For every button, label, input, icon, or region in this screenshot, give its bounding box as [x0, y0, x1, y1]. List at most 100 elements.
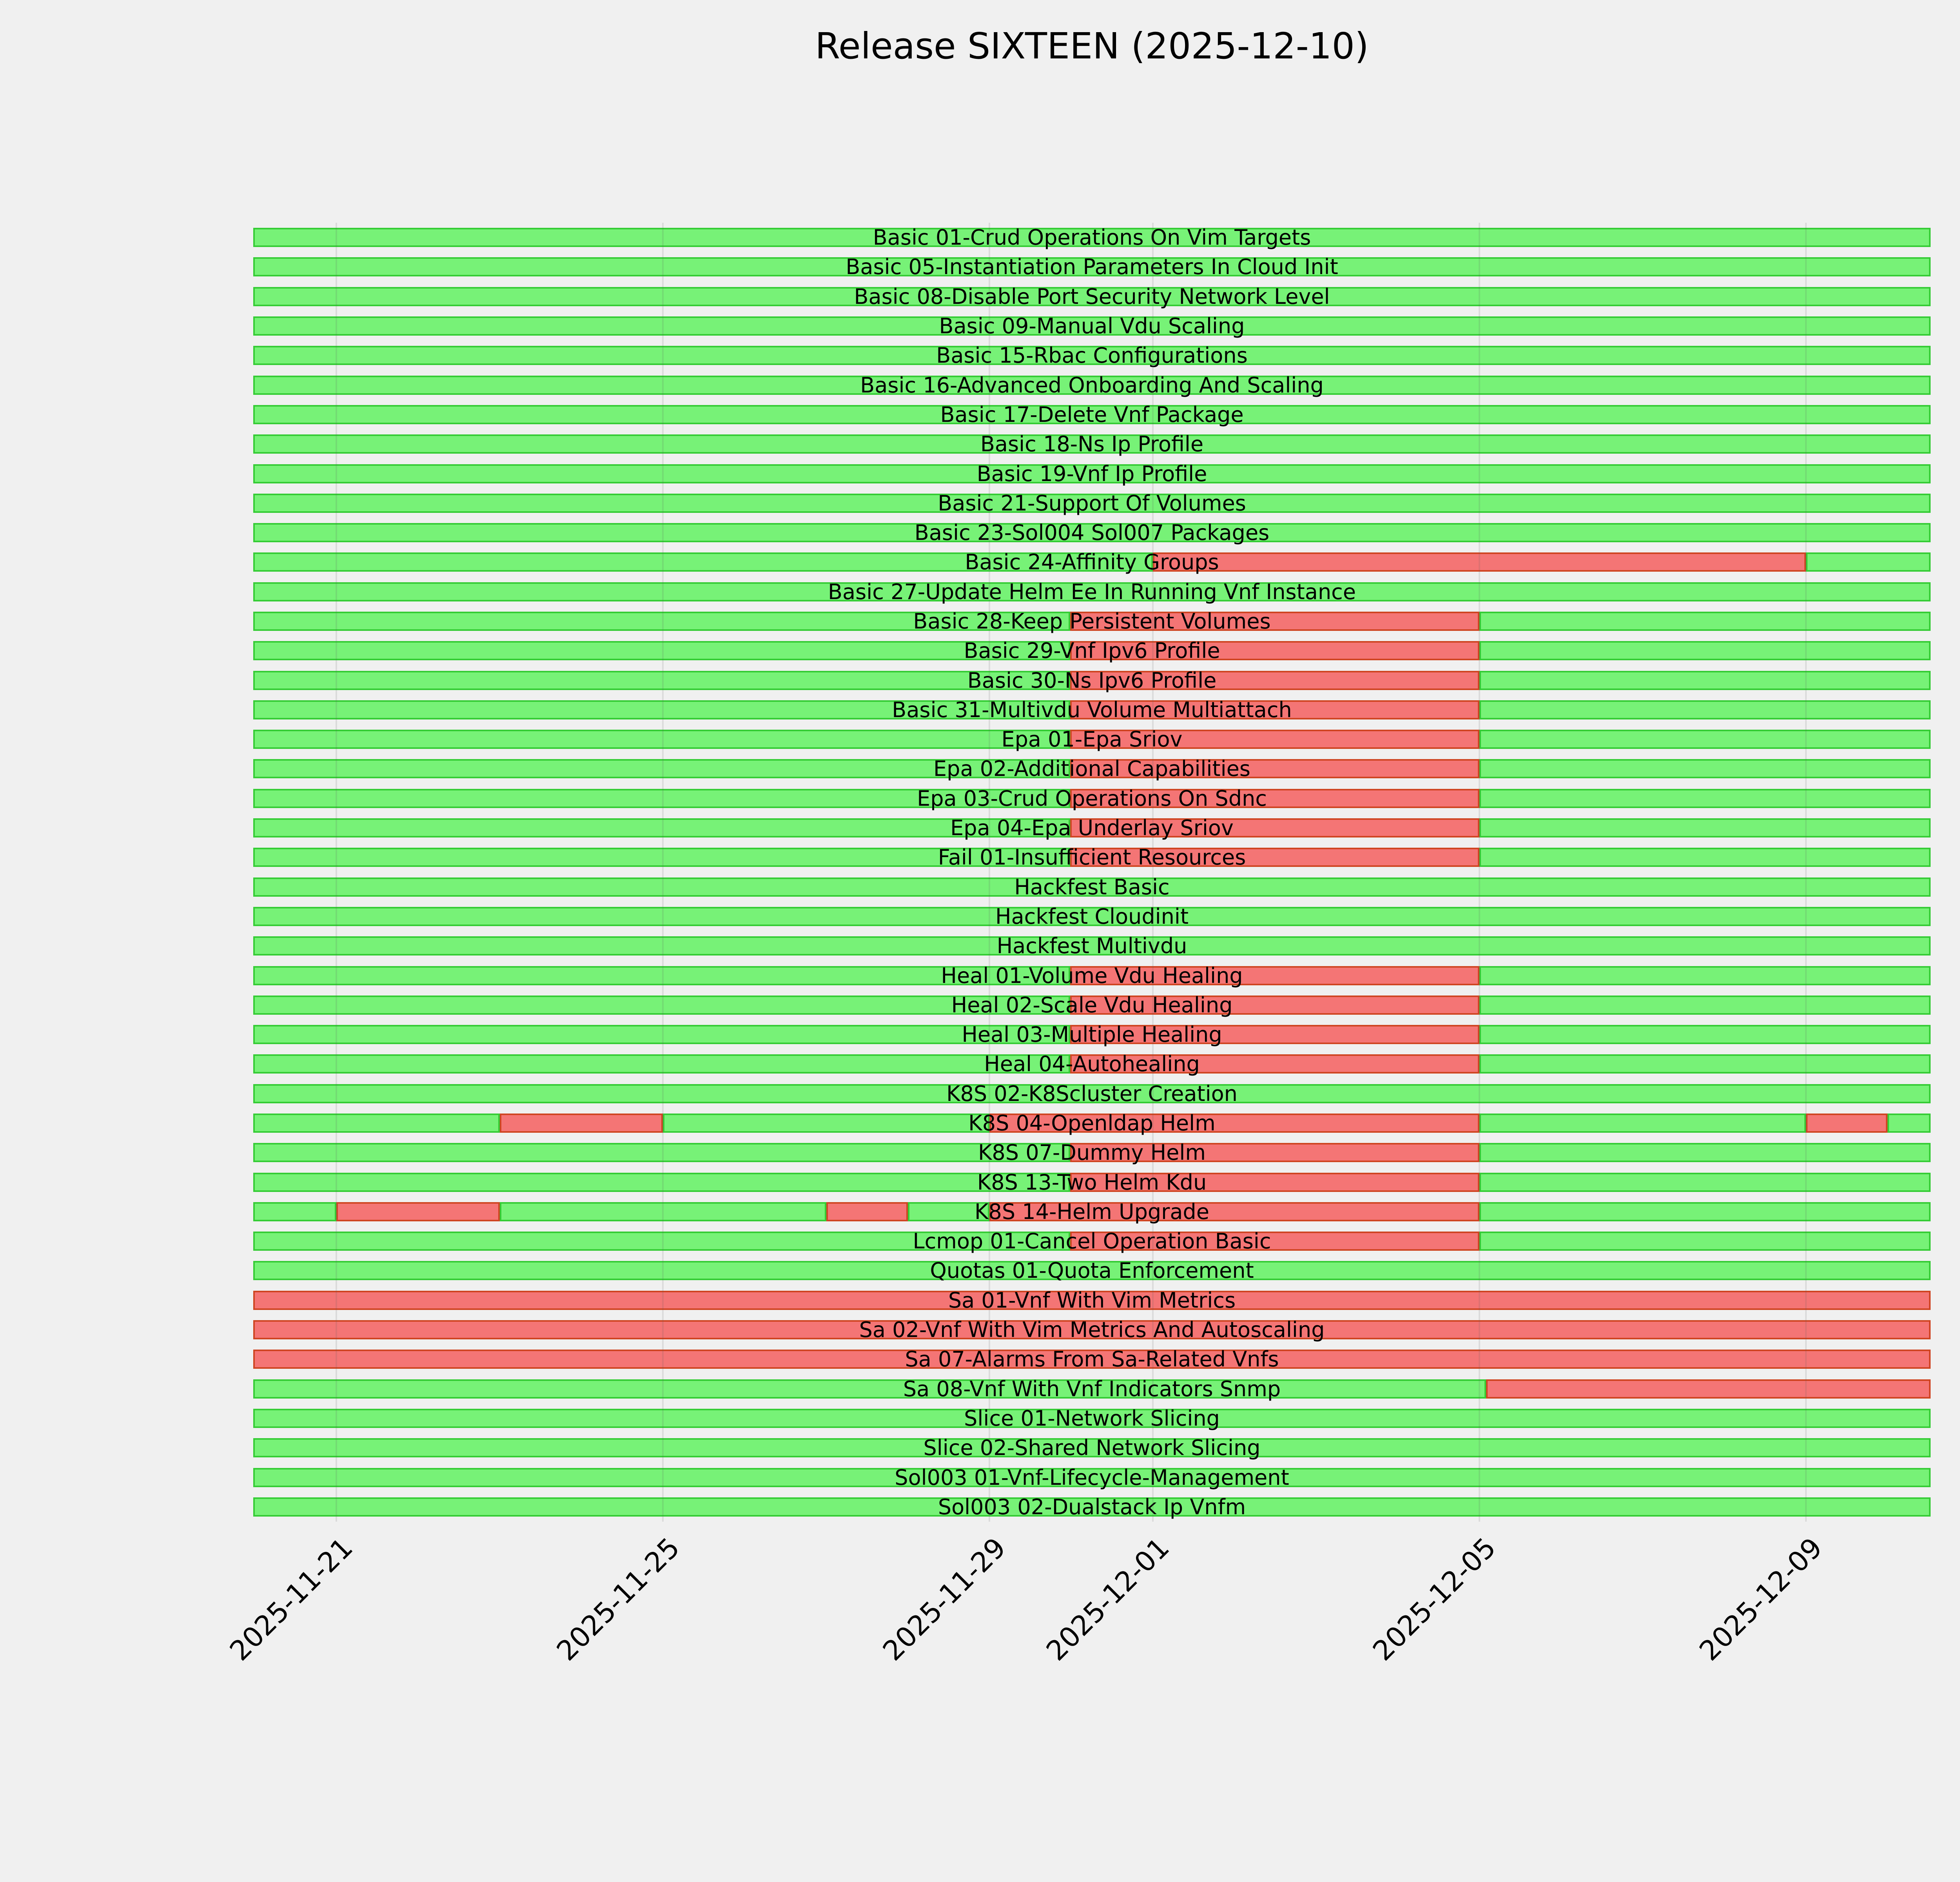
status-segment-pass [253, 464, 1931, 483]
chart-title: Release SIXTEEN (2025-12-10) [815, 25, 1369, 67]
status-segment-pass [253, 493, 1931, 513]
status-segment-pass [253, 523, 1931, 543]
status-segment-fail [1070, 848, 1479, 867]
status-segment-fail [1070, 700, 1479, 719]
status-segment-pass [253, 1438, 1931, 1458]
status-segment-pass [253, 228, 1931, 247]
status-segment-pass [253, 257, 1931, 277]
status-segment-fail [1070, 788, 1479, 808]
x-tick-label: 2025-12-01 [1040, 1531, 1176, 1667]
gantt-row: Basic 17-Delete Vnf Package [253, 404, 1931, 425]
gantt-row: Slice 02-Shared Network Slicing [253, 1437, 1931, 1459]
status-segment-pass [1479, 788, 1931, 808]
status-segment-pass [253, 759, 1070, 779]
status-segment-pass [253, 1143, 1070, 1163]
status-segment-fail [1070, 1172, 1479, 1192]
status-segment-pass [253, 434, 1931, 454]
gantt-row: Sol003 02-Dualstack Ip Vnfm [253, 1496, 1931, 1517]
x-tick-label: 2025-11-21 [223, 1531, 359, 1667]
status-segment-pass [1479, 730, 1931, 749]
status-segment-fail [253, 1320, 1931, 1340]
x-tick-label: 2025-11-25 [550, 1531, 686, 1667]
gridline [1478, 223, 1480, 1522]
status-segment-pass [1479, 1143, 1931, 1163]
gantt-row: Basic 01-Crud Operations On Vim Targets [253, 227, 1931, 248]
status-segment-fail [1070, 1025, 1479, 1045]
x-tick-label: 2025-12-09 [1693, 1531, 1829, 1667]
status-segment-pass [1479, 641, 1931, 661]
gantt-row: Hackfest Cloudinit [253, 906, 1931, 927]
status-segment-pass [253, 877, 1931, 897]
status-segment-pass [1479, 1202, 1931, 1221]
status-segment-pass [253, 1172, 1070, 1192]
gantt-row: Hackfest Basic [253, 876, 1931, 897]
status-segment-pass [253, 611, 1070, 631]
status-segment-pass [253, 1497, 1931, 1517]
gantt-row: Basic 21-Support Of Volumes [253, 492, 1931, 514]
status-segment-pass [1479, 1114, 1806, 1133]
gridline [1805, 223, 1807, 1522]
status-segment-pass [253, 1114, 500, 1133]
gantt-row: Sa 02-Vnf With Vim Metrics And Autoscali… [253, 1319, 1931, 1341]
gantt-row: K8S 04-Openldap Helm [253, 1113, 1931, 1134]
status-segment-pass [253, 730, 1070, 749]
gantt-row: Basic 29-Vnf Ipv6 Profile [253, 640, 1931, 661]
gantt-row: Lcmop 01-Cancel Operation Basic [253, 1231, 1931, 1252]
status-segment-fail [253, 1350, 1931, 1369]
status-segment-fail [1070, 670, 1479, 690]
status-segment-fail [1806, 1114, 1888, 1133]
gridline [662, 223, 664, 1522]
gantt-row: Basic 09-Manual Vdu Scaling [253, 316, 1931, 337]
status-segment-pass [1479, 1025, 1931, 1045]
status-segment-pass [253, 582, 1931, 601]
gantt-row: Basic 31-Multivdu Volume Multiattach [253, 699, 1931, 720]
gridline [1152, 223, 1154, 1522]
status-segment-pass [1479, 1054, 1931, 1074]
status-segment-pass [1479, 759, 1931, 779]
status-segment-pass [1479, 1232, 1931, 1251]
status-segment-fail [499, 1114, 663, 1133]
status-segment-pass [253, 700, 1070, 719]
gantt-row: Heal 04-Autohealing [253, 1054, 1931, 1075]
status-segment-pass [253, 1232, 1070, 1251]
x-tick-label: 2025-12-05 [1367, 1531, 1502, 1667]
gantt-row: Basic 27-Update Helm Ee In Running Vnf I… [253, 581, 1931, 602]
gantt-row: Basic 30-Ns Ipv6 Profile [253, 670, 1931, 691]
gantt-row: Epa 01-Epa Sriov [253, 729, 1931, 750]
gantt-row: Sa 08-Vnf With Vnf Indicators Snmp [253, 1378, 1931, 1399]
status-segment-pass [253, 906, 1931, 926]
gantt-row: Basic 08-Disable Port Security Network L… [253, 286, 1931, 307]
status-segment-fail [1070, 611, 1479, 631]
status-segment-fail [253, 1290, 1931, 1310]
x-tick-label: 2025-11-29 [877, 1531, 1013, 1667]
status-segment-fail [1070, 730, 1479, 749]
status-segment-fail [1486, 1379, 1931, 1399]
status-segment-fail [1070, 966, 1479, 985]
gantt-row: Basic 28-Keep Persistent Volumes [253, 610, 1931, 632]
status-segment-fail [1070, 759, 1479, 779]
status-segment-pass [253, 1025, 1070, 1045]
gantt-row: Epa 02-Additional Capabilities [253, 758, 1931, 779]
status-segment-pass [253, 966, 1070, 985]
status-segment-pass [253, 287, 1931, 306]
status-segment-pass [253, 818, 1070, 838]
gantt-row: Quotas 01-Quota Enforcement [253, 1260, 1931, 1281]
gantt-row: Slice 01-Network Slicing [253, 1408, 1931, 1429]
gantt-row: Epa 04-Epa Underlay Sriov [253, 817, 1931, 839]
gantt-row: Heal 01-Volume Vdu Healing [253, 965, 1931, 986]
status-segment-pass [499, 1202, 826, 1221]
status-segment-pass [1479, 966, 1931, 985]
status-segment-fail [1070, 1143, 1479, 1163]
gantt-row: Basic 18-Ns Ip Profile [253, 434, 1931, 455]
status-segment-fail [1070, 641, 1479, 661]
status-segment-pass [253, 1054, 1070, 1074]
status-segment-fail [1070, 1232, 1479, 1251]
gantt-row: Hackfest Multivdu [253, 936, 1931, 957]
status-segment-fail [1070, 995, 1479, 1015]
gantt-row: Fail 01-Insufficient Resources [253, 847, 1931, 868]
gantt-row: Sol003 01-Vnf-Lifecycle-Management [253, 1467, 1931, 1488]
status-segment-pass [1479, 700, 1931, 719]
status-segment-pass [1887, 1114, 1931, 1133]
status-segment-pass [253, 1468, 1931, 1487]
status-segment-pass [253, 1261, 1931, 1281]
